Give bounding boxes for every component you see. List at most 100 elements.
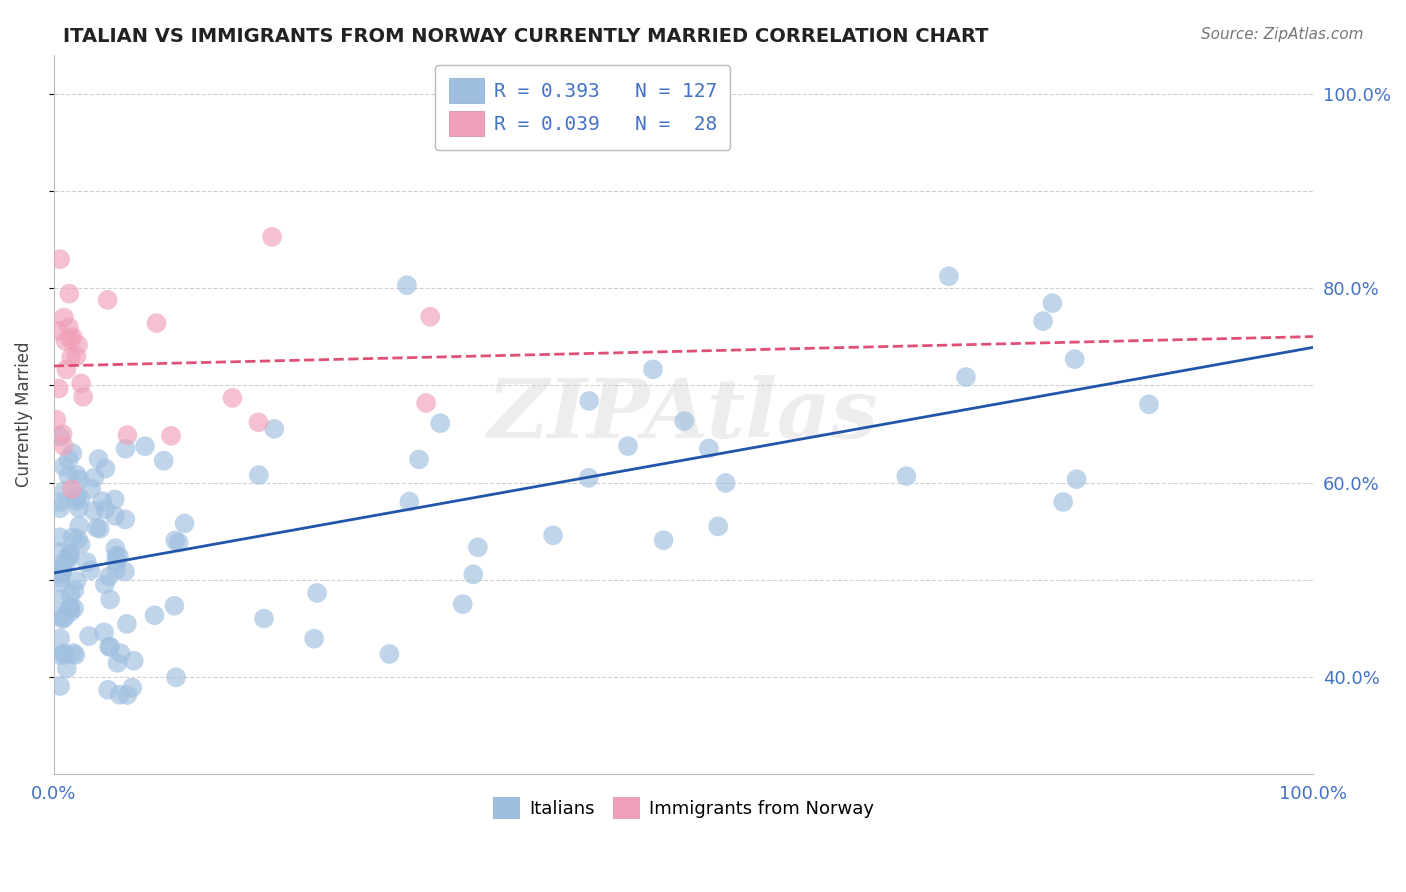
Point <box>49 530 72 544</box>
Point <box>98 640 121 654</box>
Point <box>49 592 72 607</box>
Point <box>398 494 420 508</box>
Point <box>49 571 72 585</box>
Point <box>53 648 76 662</box>
Point <box>62 646 84 660</box>
Point <box>86 521 108 535</box>
Point <box>263 422 285 436</box>
Point <box>94 461 117 475</box>
Point <box>49 679 72 693</box>
Point <box>62 530 84 544</box>
Point <box>63 601 86 615</box>
Point <box>58 452 80 467</box>
Point <box>115 616 138 631</box>
Point <box>163 599 186 613</box>
Point <box>97 293 120 307</box>
Point <box>65 493 87 508</box>
Point <box>247 415 270 429</box>
Point <box>66 467 89 482</box>
Point <box>52 310 75 325</box>
Point <box>955 370 977 384</box>
Point <box>117 688 139 702</box>
Point <box>55 334 77 348</box>
Point <box>105 549 128 563</box>
Point <box>70 376 93 391</box>
Point <box>46 324 69 338</box>
Point <box>52 459 75 474</box>
Point <box>55 661 77 675</box>
Point <box>307 586 329 600</box>
Point <box>104 508 127 523</box>
Point <box>673 414 696 428</box>
Point <box>58 548 80 562</box>
Point <box>59 587 82 601</box>
Point <box>59 332 82 346</box>
Point <box>66 532 89 546</box>
Point <box>114 565 136 579</box>
Point <box>641 362 664 376</box>
Point <box>938 269 960 284</box>
Point <box>1137 397 1160 411</box>
Point <box>51 561 73 575</box>
Point <box>105 554 128 568</box>
Point <box>48 381 70 395</box>
Point <box>221 391 243 405</box>
Point <box>104 541 127 556</box>
Point <box>617 439 640 453</box>
Point <box>121 681 143 695</box>
Point <box>110 646 132 660</box>
Point <box>104 492 127 507</box>
Point <box>49 545 72 559</box>
Point <box>247 468 270 483</box>
Point <box>467 541 489 555</box>
Point <box>167 535 190 549</box>
Point <box>107 656 129 670</box>
Point <box>59 600 82 615</box>
Point <box>89 522 111 536</box>
Point <box>65 349 87 363</box>
Point <box>62 330 84 344</box>
Point <box>108 549 131 564</box>
Point <box>69 491 91 506</box>
Point <box>58 320 80 334</box>
Point <box>65 574 87 588</box>
Point <box>652 533 675 548</box>
Point <box>45 412 67 426</box>
Point <box>419 310 441 324</box>
Point <box>429 416 451 430</box>
Point <box>541 528 564 542</box>
Point <box>165 533 187 548</box>
Point <box>707 519 730 533</box>
Point <box>79 563 101 577</box>
Point <box>463 567 485 582</box>
Point <box>49 430 72 444</box>
Point <box>80 482 103 496</box>
Point <box>578 471 600 485</box>
Point <box>52 439 75 453</box>
Point <box>59 547 82 561</box>
Point <box>122 654 145 668</box>
Point <box>52 427 75 442</box>
Point <box>83 470 105 484</box>
Point <box>408 452 430 467</box>
Point <box>52 556 75 570</box>
Point <box>77 629 100 643</box>
Point <box>49 648 72 662</box>
Point <box>49 564 72 578</box>
Point <box>53 611 76 625</box>
Point <box>415 396 437 410</box>
Point <box>578 394 600 409</box>
Point <box>165 670 187 684</box>
Point <box>58 468 80 483</box>
Point <box>117 428 139 442</box>
Point <box>94 502 117 516</box>
Point <box>1066 472 1088 486</box>
Point <box>55 362 77 376</box>
Point <box>60 482 83 496</box>
Text: ZIPAtlas: ZIPAtlas <box>488 375 879 455</box>
Point <box>49 495 72 509</box>
Point <box>160 429 183 443</box>
Point <box>53 646 76 660</box>
Point <box>152 453 174 467</box>
Point <box>67 338 90 352</box>
